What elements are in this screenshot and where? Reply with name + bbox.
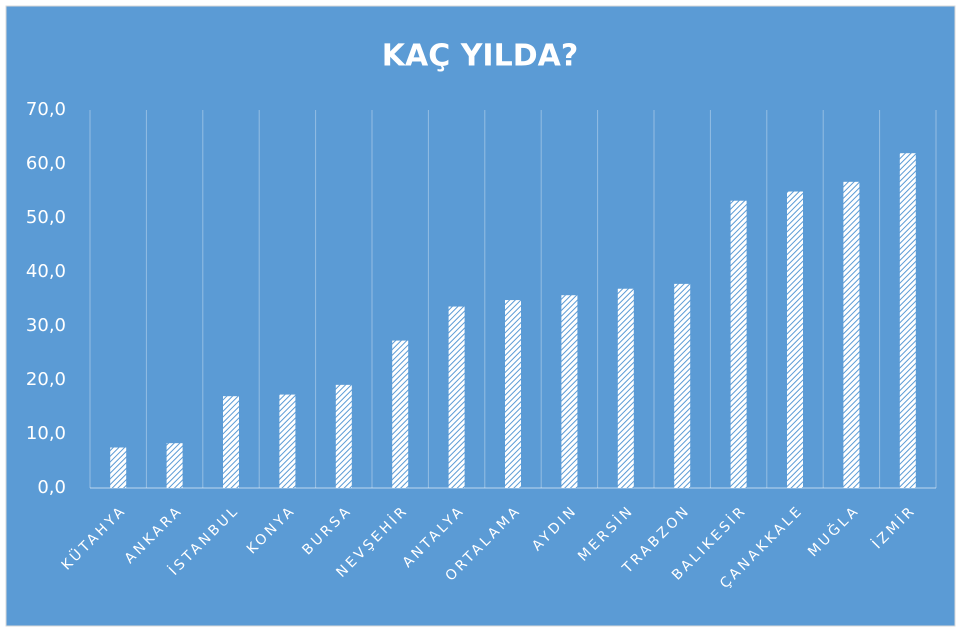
bar — [561, 295, 578, 488]
chart-title: KAÇ YILDA? — [382, 39, 578, 74]
y-tick-label: 40,0 — [26, 261, 66, 282]
bar — [335, 384, 352, 488]
bar — [448, 306, 465, 488]
y-tick-label: 20,0 — [26, 369, 66, 390]
bar — [899, 153, 916, 488]
y-tick-label: 70,0 — [26, 99, 66, 120]
y-tick-label: 30,0 — [26, 315, 66, 336]
y-tick-label: 60,0 — [26, 153, 66, 174]
bar — [505, 300, 521, 488]
bar — [674, 283, 691, 488]
y-tick-label: 10,0 — [26, 423, 66, 444]
y-tick-label: 0,0 — [37, 477, 66, 498]
y-tick-label: 50,0 — [26, 207, 66, 228]
bar — [166, 443, 183, 488]
bar — [392, 340, 409, 488]
bar — [730, 200, 747, 488]
bar — [843, 181, 860, 488]
bar — [223, 396, 239, 488]
bar — [110, 447, 127, 488]
bar — [617, 288, 634, 488]
bar — [279, 394, 296, 488]
bar — [787, 191, 803, 489]
